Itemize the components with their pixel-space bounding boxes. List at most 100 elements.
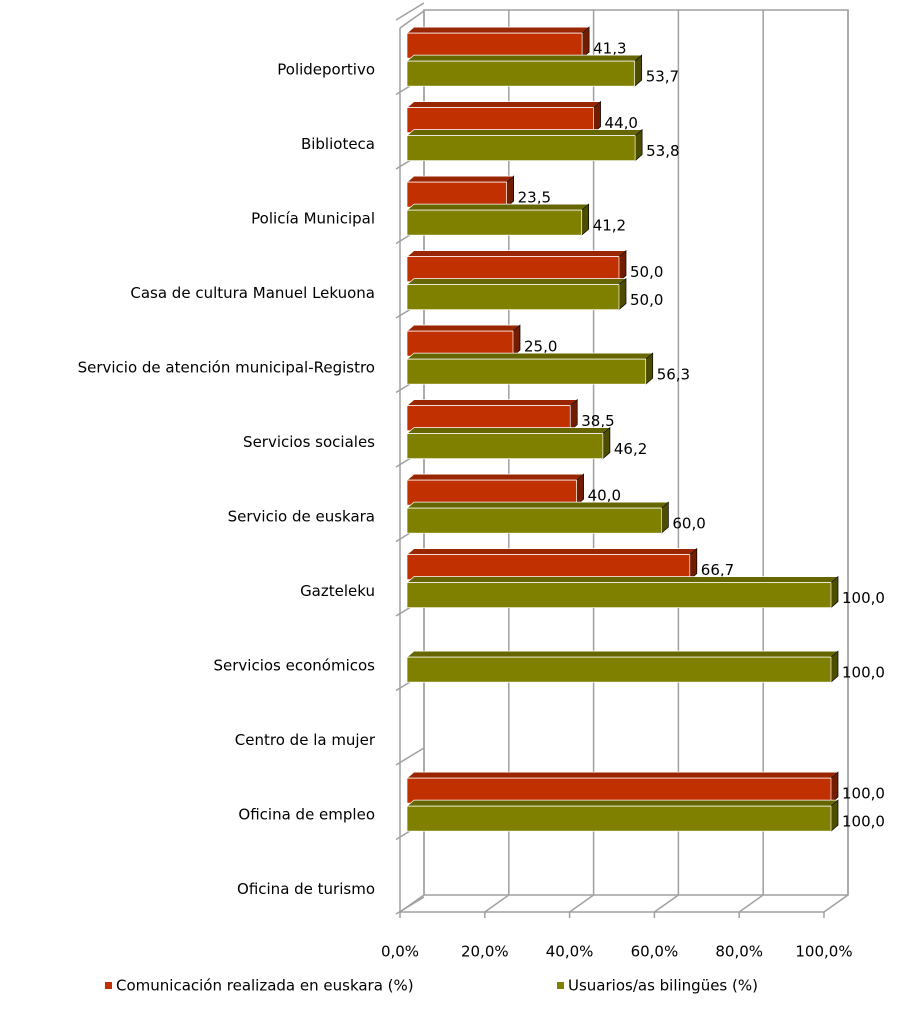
bar-top xyxy=(406,26,591,34)
bar-side xyxy=(661,501,669,534)
floor-grid-line xyxy=(569,894,595,913)
bar xyxy=(406,256,620,282)
bar-side xyxy=(634,128,643,162)
bar-3d xyxy=(406,547,698,581)
bar-side xyxy=(593,100,601,134)
bar-side xyxy=(512,324,521,357)
bar xyxy=(406,554,691,581)
legend-swatch xyxy=(105,982,112,989)
y-tick-label: Gazteleku xyxy=(300,582,375,600)
bar-3d xyxy=(406,324,521,357)
bar-3d xyxy=(406,501,670,534)
y-tick-label: Servicios sociales xyxy=(243,433,375,451)
bar-top xyxy=(406,771,839,779)
left-wall-tick xyxy=(395,896,425,915)
bar xyxy=(406,656,832,683)
bar xyxy=(406,805,832,832)
bar-side xyxy=(830,575,839,609)
bar-side xyxy=(830,771,839,804)
x-tick-label: 60,0% xyxy=(631,943,679,961)
y-tick-label: Oficina de empleo xyxy=(238,806,375,824)
bar xyxy=(406,582,832,609)
value-label: 100,0 xyxy=(842,589,885,607)
bar xyxy=(406,284,620,310)
value-label: 40,0 xyxy=(588,487,621,505)
bar-top xyxy=(406,250,627,257)
bar xyxy=(406,209,583,236)
value-label: 38,5 xyxy=(581,412,614,430)
left-wall-tick xyxy=(395,747,425,766)
bar-3d xyxy=(406,398,579,432)
x-tick-label: 100,0% xyxy=(795,943,852,961)
bar-side xyxy=(645,352,654,385)
bar-3d xyxy=(406,203,590,236)
value-label: 53,7 xyxy=(646,68,679,86)
bar-top xyxy=(406,352,654,360)
bar-top xyxy=(406,799,839,807)
value-label: 41,3 xyxy=(593,40,626,58)
legend-swatch xyxy=(557,982,564,989)
bar-side xyxy=(618,249,627,283)
bar-top xyxy=(406,278,627,285)
value-label: 44,0 xyxy=(605,114,638,132)
bar-top xyxy=(406,473,585,481)
legend-label: Comunicación realizada en euskara (%) xyxy=(116,977,414,995)
legend-label: Usuarios/as bilingües (%) xyxy=(568,977,758,995)
value-label: 50,0 xyxy=(630,263,663,281)
bar-3d xyxy=(406,426,611,460)
bar xyxy=(406,507,662,534)
value-label: 46,2 xyxy=(614,440,647,458)
bar-3d xyxy=(406,650,839,683)
y-tick-label: Servicio de euskara xyxy=(228,508,375,526)
bar-3d xyxy=(406,249,627,283)
floor-grid-line xyxy=(823,894,849,913)
y-tick-label: Servicio de atención municipal-Registro xyxy=(78,359,375,377)
bar-side xyxy=(576,473,584,506)
y-tick-label: Oficina de turismo xyxy=(237,880,375,898)
x-tick-label: 0,0% xyxy=(381,943,419,961)
bar-3d xyxy=(406,771,839,804)
floor-grid-line xyxy=(484,894,510,913)
value-label: 25,0 xyxy=(524,338,557,356)
bar-3d xyxy=(406,277,627,311)
value-label: 23,5 xyxy=(518,189,551,207)
value-label: 66,7 xyxy=(701,561,734,579)
value-label: 100,0 xyxy=(842,785,885,803)
bar xyxy=(406,60,636,87)
bar-3d xyxy=(406,575,839,609)
bar-top xyxy=(406,129,644,136)
bar-top xyxy=(406,650,839,658)
floor-grid-line xyxy=(653,894,679,913)
floor-grid-line xyxy=(738,894,764,913)
x-tick-label: 80,0% xyxy=(715,943,763,961)
bar-side xyxy=(602,426,611,460)
bar-3d xyxy=(406,100,602,134)
bar xyxy=(406,405,571,431)
bar xyxy=(406,358,647,385)
bar xyxy=(406,135,636,161)
left-wall-top xyxy=(399,10,425,29)
bar xyxy=(406,479,577,506)
bar-side xyxy=(581,203,590,236)
bar-top xyxy=(406,399,579,406)
x-tick-label: 20,0% xyxy=(461,943,509,961)
value-label: 56,3 xyxy=(657,366,690,384)
bar xyxy=(406,181,507,208)
bar-top xyxy=(406,427,611,434)
bar xyxy=(406,107,594,134)
bar-3d xyxy=(406,175,515,208)
bar-3d xyxy=(406,54,643,87)
bar-side xyxy=(830,799,839,832)
value-label: 100,0 xyxy=(842,813,885,831)
bar-top xyxy=(406,501,670,509)
y-tick-label: Policía Municipal xyxy=(251,210,375,228)
bar-side xyxy=(506,175,514,208)
value-label: 50,0 xyxy=(630,291,663,309)
bar xyxy=(406,433,604,459)
bar-top xyxy=(406,548,698,556)
y-tick-label: Polideportivo xyxy=(277,61,375,79)
left-wall-tick xyxy=(395,2,425,21)
bar xyxy=(406,32,583,59)
bar-3d xyxy=(406,128,644,162)
